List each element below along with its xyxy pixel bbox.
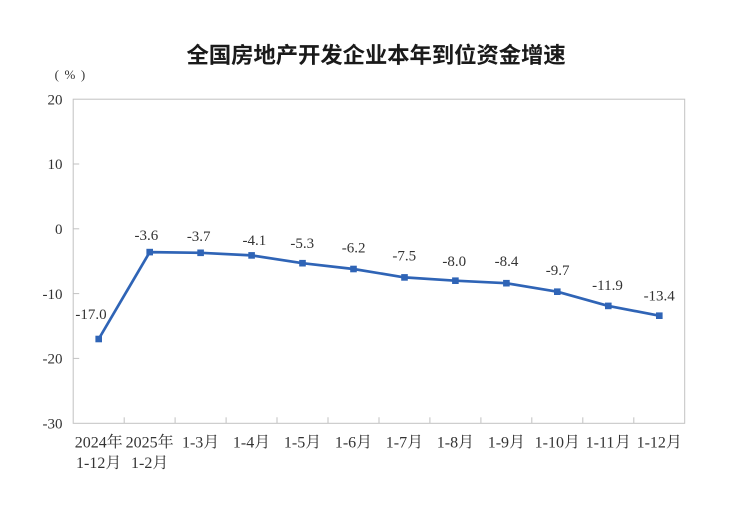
svg-text:1-12: 1-12: [637, 434, 666, 451]
svg-text:1-5: 1-5: [284, 434, 305, 451]
svg-text:1-10: 1-10: [535, 434, 564, 451]
svg-text:-11.9: -11.9: [592, 278, 623, 294]
svg-text:): ): [81, 67, 85, 82]
svg-text:0: 0: [55, 222, 63, 238]
svg-text:10: 10: [48, 157, 63, 173]
svg-text:1-11: 1-11: [586, 434, 615, 451]
svg-text:-13.4: -13.4: [644, 289, 676, 305]
svg-text:-8.4: -8.4: [495, 254, 519, 270]
svg-text:-7.5: -7.5: [392, 249, 416, 265]
svg-text:-5.3: -5.3: [290, 236, 314, 252]
svg-text:-4.1: -4.1: [243, 233, 267, 249]
svg-text:-17.0: -17.0: [75, 307, 106, 323]
svg-text:1-4: 1-4: [233, 434, 254, 451]
svg-text:-9.7: -9.7: [546, 263, 570, 279]
svg-text:-10: -10: [43, 287, 63, 303]
svg-text:1-8: 1-8: [437, 434, 458, 451]
svg-text:-6.2: -6.2: [342, 240, 366, 256]
svg-text:1-9: 1-9: [488, 434, 509, 451]
svg-text:1-12: 1-12: [76, 455, 105, 472]
svg-text:2025: 2025: [126, 434, 158, 451]
svg-text:1-7: 1-7: [386, 434, 407, 451]
svg-text:-30: -30: [43, 417, 63, 433]
svg-text:%: %: [64, 67, 75, 82]
svg-text:1-2: 1-2: [131, 455, 152, 472]
svg-text:20: 20: [48, 92, 63, 108]
svg-text:2024: 2024: [75, 434, 107, 451]
svg-text:-3.7: -3.7: [187, 229, 211, 245]
svg-text:1-6: 1-6: [335, 434, 356, 451]
svg-text:1-3: 1-3: [182, 434, 203, 451]
svg-text:(: (: [55, 67, 59, 82]
svg-text:-20: -20: [43, 352, 63, 368]
svg-text:-8.0: -8.0: [442, 254, 466, 270]
svg-text:-3.6: -3.6: [135, 228, 159, 244]
